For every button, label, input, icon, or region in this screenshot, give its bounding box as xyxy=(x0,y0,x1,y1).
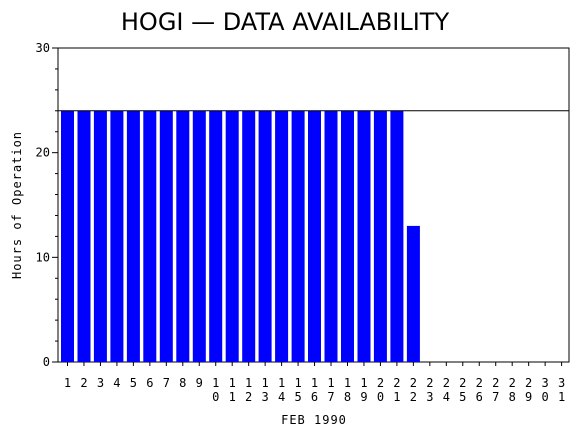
bar-day-2 xyxy=(77,110,91,362)
y-tick-label: 10 xyxy=(36,250,50,264)
y-tick-label: 0 xyxy=(43,355,50,369)
bar-day-11 xyxy=(225,110,239,362)
bar-day-13 xyxy=(258,110,272,362)
y-tick-label: 20 xyxy=(36,146,50,160)
bar-day-6 xyxy=(143,110,157,362)
bar-day-20 xyxy=(373,110,387,362)
bar-day-4 xyxy=(110,110,124,362)
x-axis-label: FEB 1990 xyxy=(281,413,347,427)
x-tick-label-1: 1 xyxy=(64,376,71,390)
bar-day-1 xyxy=(61,110,74,362)
bar-day-19 xyxy=(357,110,371,362)
bar-day-8 xyxy=(176,110,190,362)
bar-day-18 xyxy=(341,110,354,362)
x-tick-label-3: 3 xyxy=(97,376,104,390)
x-axis: 1 2 3 4 5 6 7 8 9 1 01 11 21 31 41 51 61 71 81 92 02 12 22 32 42… xyxy=(64,362,565,404)
x-tick-label-5: 5 xyxy=(130,376,137,390)
bar-day-12 xyxy=(242,110,256,362)
x-tick-label-6: 6 xyxy=(146,376,153,390)
bar-day-3 xyxy=(93,110,107,362)
bar-day-10 xyxy=(209,110,223,362)
y-axis: 0 10 20 30 xyxy=(36,41,58,369)
y-tick-label: 30 xyxy=(36,41,50,55)
bar-day-14 xyxy=(275,110,289,362)
chart-title: HOGI — DATA AVAILABILITY xyxy=(121,8,450,36)
y-axis-label: Hours of Operation xyxy=(10,131,24,279)
bar-day-17 xyxy=(324,110,338,362)
x-tick-label-9: 9 xyxy=(196,376,203,390)
bar-day-5 xyxy=(126,110,140,362)
bars-group xyxy=(61,110,420,362)
bar-day-15 xyxy=(291,110,305,362)
x-tick-label-2: 2 xyxy=(80,376,87,390)
x-tick-label-4: 4 xyxy=(113,376,120,390)
bar-day-9 xyxy=(192,110,206,362)
bar-day-22 xyxy=(406,225,420,362)
x-tick-label-7: 7 xyxy=(163,376,170,390)
bar-day-21 xyxy=(390,110,404,362)
x-tick-label-8: 8 xyxy=(179,376,186,390)
bar-day-16 xyxy=(308,110,321,362)
bar-day-7 xyxy=(159,110,173,362)
